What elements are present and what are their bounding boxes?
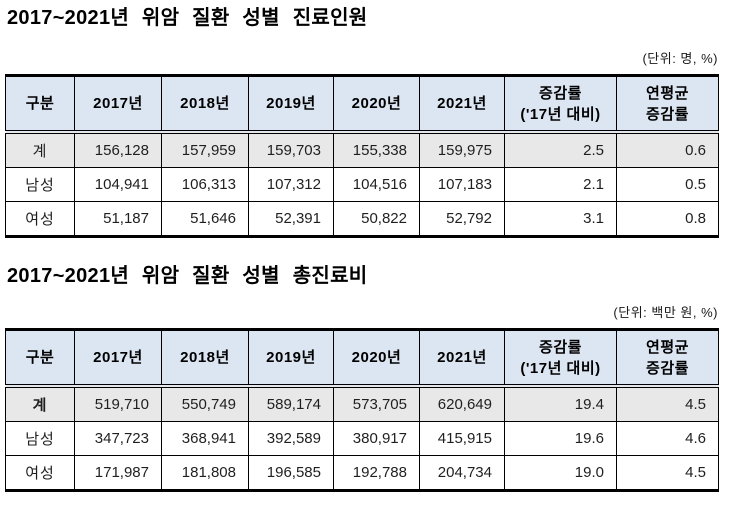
cell-value: 380,917	[333, 421, 420, 456]
cell-value: 2.1	[504, 167, 617, 202]
cell-value: 106,313	[161, 167, 249, 202]
cell-value: 573,705	[333, 385, 420, 422]
cell-value: 196,585	[248, 455, 334, 491]
table-row: 남성 347,723 368,941 392,589 380,917 415,915 19.…	[5, 421, 719, 456]
cell-value: 107,183	[419, 167, 505, 202]
cell-value: 171,987	[74, 455, 162, 491]
cell-value: 181,808	[161, 455, 249, 491]
cell-value: 50,822	[333, 201, 420, 237]
column-header: 증감률 ('17년 대비)	[504, 329, 617, 388]
column-header: 구분	[5, 75, 75, 134]
cell-value: 4.5	[616, 455, 719, 491]
cell-value: 156,128	[74, 131, 162, 168]
section-costs-by-gender: 2017~2021년 위암 질환 성별 총진료비 (단위: 백만 원, %) 구…	[5, 264, 747, 492]
row-label: 계	[5, 385, 75, 422]
cell-value: 4.6	[616, 421, 719, 456]
cell-value: 519,710	[74, 385, 162, 422]
column-header: 2017년	[74, 75, 162, 134]
cell-value: 19.4	[504, 385, 617, 422]
cell-value: 104,516	[333, 167, 420, 202]
cell-value: 392,589	[248, 421, 334, 456]
cell-value: 104,941	[74, 167, 162, 202]
costs-table-title: 2017~2021년 위암 질환 성별 총진료비	[7, 265, 368, 287]
header-row: 구분 2017년 2018년 2019년 2020년 2021년 증감률 ('17년 대비)…	[5, 75, 719, 134]
row-label: 남성	[5, 421, 75, 456]
cell-value: 159,703	[248, 131, 334, 168]
cell-value: 2.5	[504, 131, 617, 168]
cell-value: 0.5	[616, 167, 719, 202]
cell-value: 4.5	[616, 385, 719, 422]
costs-table-header: 구분 2017년 2018년 2019년 2020년 2021년 증감률 ('17년 대비)…	[5, 329, 719, 388]
column-header: 2021년	[419, 75, 505, 134]
patients-unit-label: (단위: 명, %)	[642, 51, 718, 66]
table-row: 여성 171,987 181,808 196,585 192,788 204,734 19.…	[5, 455, 719, 491]
column-header: 증감률 ('17년 대비)	[504, 75, 617, 134]
column-header: 연평균 증감률	[616, 329, 719, 388]
row-label: 남성	[5, 167, 75, 202]
column-header: 2018년	[161, 75, 249, 134]
costs-table: 구분 2017년 2018년 2019년 2020년 2021년 증감률 ('17년 대비)…	[5, 328, 719, 492]
cell-value: 620,649	[419, 385, 505, 422]
cell-value: 155,338	[333, 131, 420, 168]
cell-value: 415,915	[419, 421, 505, 456]
cell-value: 192,788	[333, 455, 420, 491]
row-label: 여성	[5, 455, 75, 491]
cell-value: 347,723	[74, 421, 162, 456]
cell-value: 19.0	[504, 455, 617, 491]
cell-value: 204,734	[419, 455, 505, 491]
cell-value: 3.1	[504, 201, 617, 237]
column-header: 연평균 증감률	[616, 75, 719, 134]
header-row: 구분 2017년 2018년 2019년 2020년 2021년 증감률 ('17년 대비)…	[5, 329, 719, 388]
column-header: 2017년	[74, 329, 162, 388]
column-header: 2018년	[161, 329, 249, 388]
costs-table-body: 계 519,710 550,749 589,174 573,705 620,649 19.4…	[5, 385, 719, 491]
cell-value: 19.6	[504, 421, 617, 456]
cell-value: 107,312	[248, 167, 334, 202]
table-row: 계 156,128 157,959 159,703 155,338 159,975 2.5 0…	[5, 131, 719, 168]
patients-table-header: 구분 2017년 2018년 2019년 2020년 2021년 증감률 ('17년 대비)…	[5, 75, 719, 134]
column-header: 2019년	[248, 75, 334, 134]
cell-value: 157,959	[161, 131, 249, 168]
patients-table-title: 2017~2021년 위암 질환 성별 진료인원	[7, 7, 368, 29]
cell-value: 51,187	[74, 201, 162, 237]
section-patients-by-gender: 2017~2021년 위암 질환 성별 진료인원 (단위: 명, %) 구분 20…	[5, 6, 747, 238]
column-header: 2020년	[333, 329, 420, 388]
cell-value: 51,646	[161, 201, 249, 237]
patients-table: 구분 2017년 2018년 2019년 2020년 2021년 증감률 ('17년 대비)…	[5, 74, 719, 238]
costs-unit-label: (단위: 백만 원, %)	[613, 305, 718, 320]
column-header: 2021년	[419, 329, 505, 388]
column-header: 구분	[5, 329, 75, 388]
cell-value: 0.8	[616, 201, 719, 237]
table-row: 남성 104,941 106,313 107,312 104,516 107,183 2.1…	[5, 167, 719, 202]
cell-value: 52,391	[248, 201, 334, 237]
patients-table-body: 계 156,128 157,959 159,703 155,338 159,975 2.5 0…	[5, 131, 719, 237]
column-header: 2020년	[333, 75, 420, 134]
cell-value: 159,975	[419, 131, 505, 168]
cell-value: 368,941	[161, 421, 249, 456]
cell-value: 52,792	[419, 201, 505, 237]
column-header: 2019년	[248, 329, 334, 388]
cell-value: 550,749	[161, 385, 249, 422]
document: 2017~2021년 위암 질환 성별 진료인원 (단위: 명, %) 구분 20…	[5, 6, 747, 492]
table-row: 계 519,710 550,749 589,174 573,705 620,649 19.4…	[5, 385, 719, 422]
row-label: 여성	[5, 201, 75, 237]
cell-value: 589,174	[248, 385, 334, 422]
table-row: 여성 51,187 51,646 52,391 50,822 52,792 3.1 0.8	[5, 201, 719, 237]
row-label: 계	[5, 131, 75, 168]
cell-value: 0.6	[616, 131, 719, 168]
